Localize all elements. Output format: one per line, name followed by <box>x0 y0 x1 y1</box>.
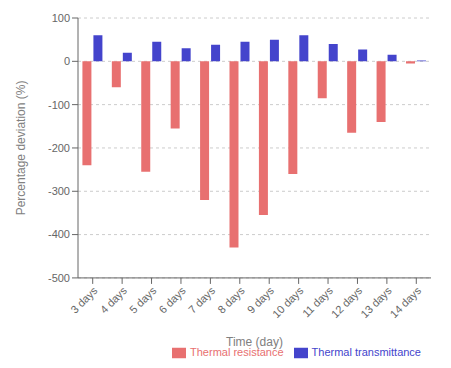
svg-text:Percentage deviation (%): Percentage deviation (%) <box>14 81 28 216</box>
svg-text:100: 100 <box>52 12 70 24</box>
svg-text:-200: -200 <box>48 142 70 154</box>
svg-text:4 days: 4 days <box>98 284 130 316</box>
html-text:Thermal resistance: Thermal resistance <box>190 345 284 358</box>
svg-text:6 days: 6 days <box>156 284 188 316</box>
svg-text:13 days: 13 days <box>358 284 394 320</box>
svg-text:8 days: 8 days <box>215 284 247 316</box>
svg-text:0: 0 <box>64 55 70 67</box>
svg-text:10 days: 10 days <box>270 284 306 320</box>
svg-text:7 days: 7 days <box>186 284 218 316</box>
svg-text:12 days: 12 days <box>329 284 365 320</box>
svg-text:14 days: 14 days <box>387 284 423 320</box>
svg-text:-100: -100 <box>48 99 70 111</box>
svg-text:-400: -400 <box>48 228 70 240</box>
html-text:Thermal transmittance: Thermal transmittance <box>311 345 421 358</box>
svg-text:5 days: 5 days <box>127 284 159 316</box>
svg-text:-500: -500 <box>48 272 70 284</box>
svg-text:3 days: 3 days <box>68 284 100 316</box>
svg-text:11 days: 11 days <box>299 284 335 320</box>
svg-text:9 days: 9 days <box>244 284 277 316</box>
svg-text:-300: -300 <box>48 185 70 197</box>
svg-text:Time (day): Time (day) <box>226 335 283 349</box>
